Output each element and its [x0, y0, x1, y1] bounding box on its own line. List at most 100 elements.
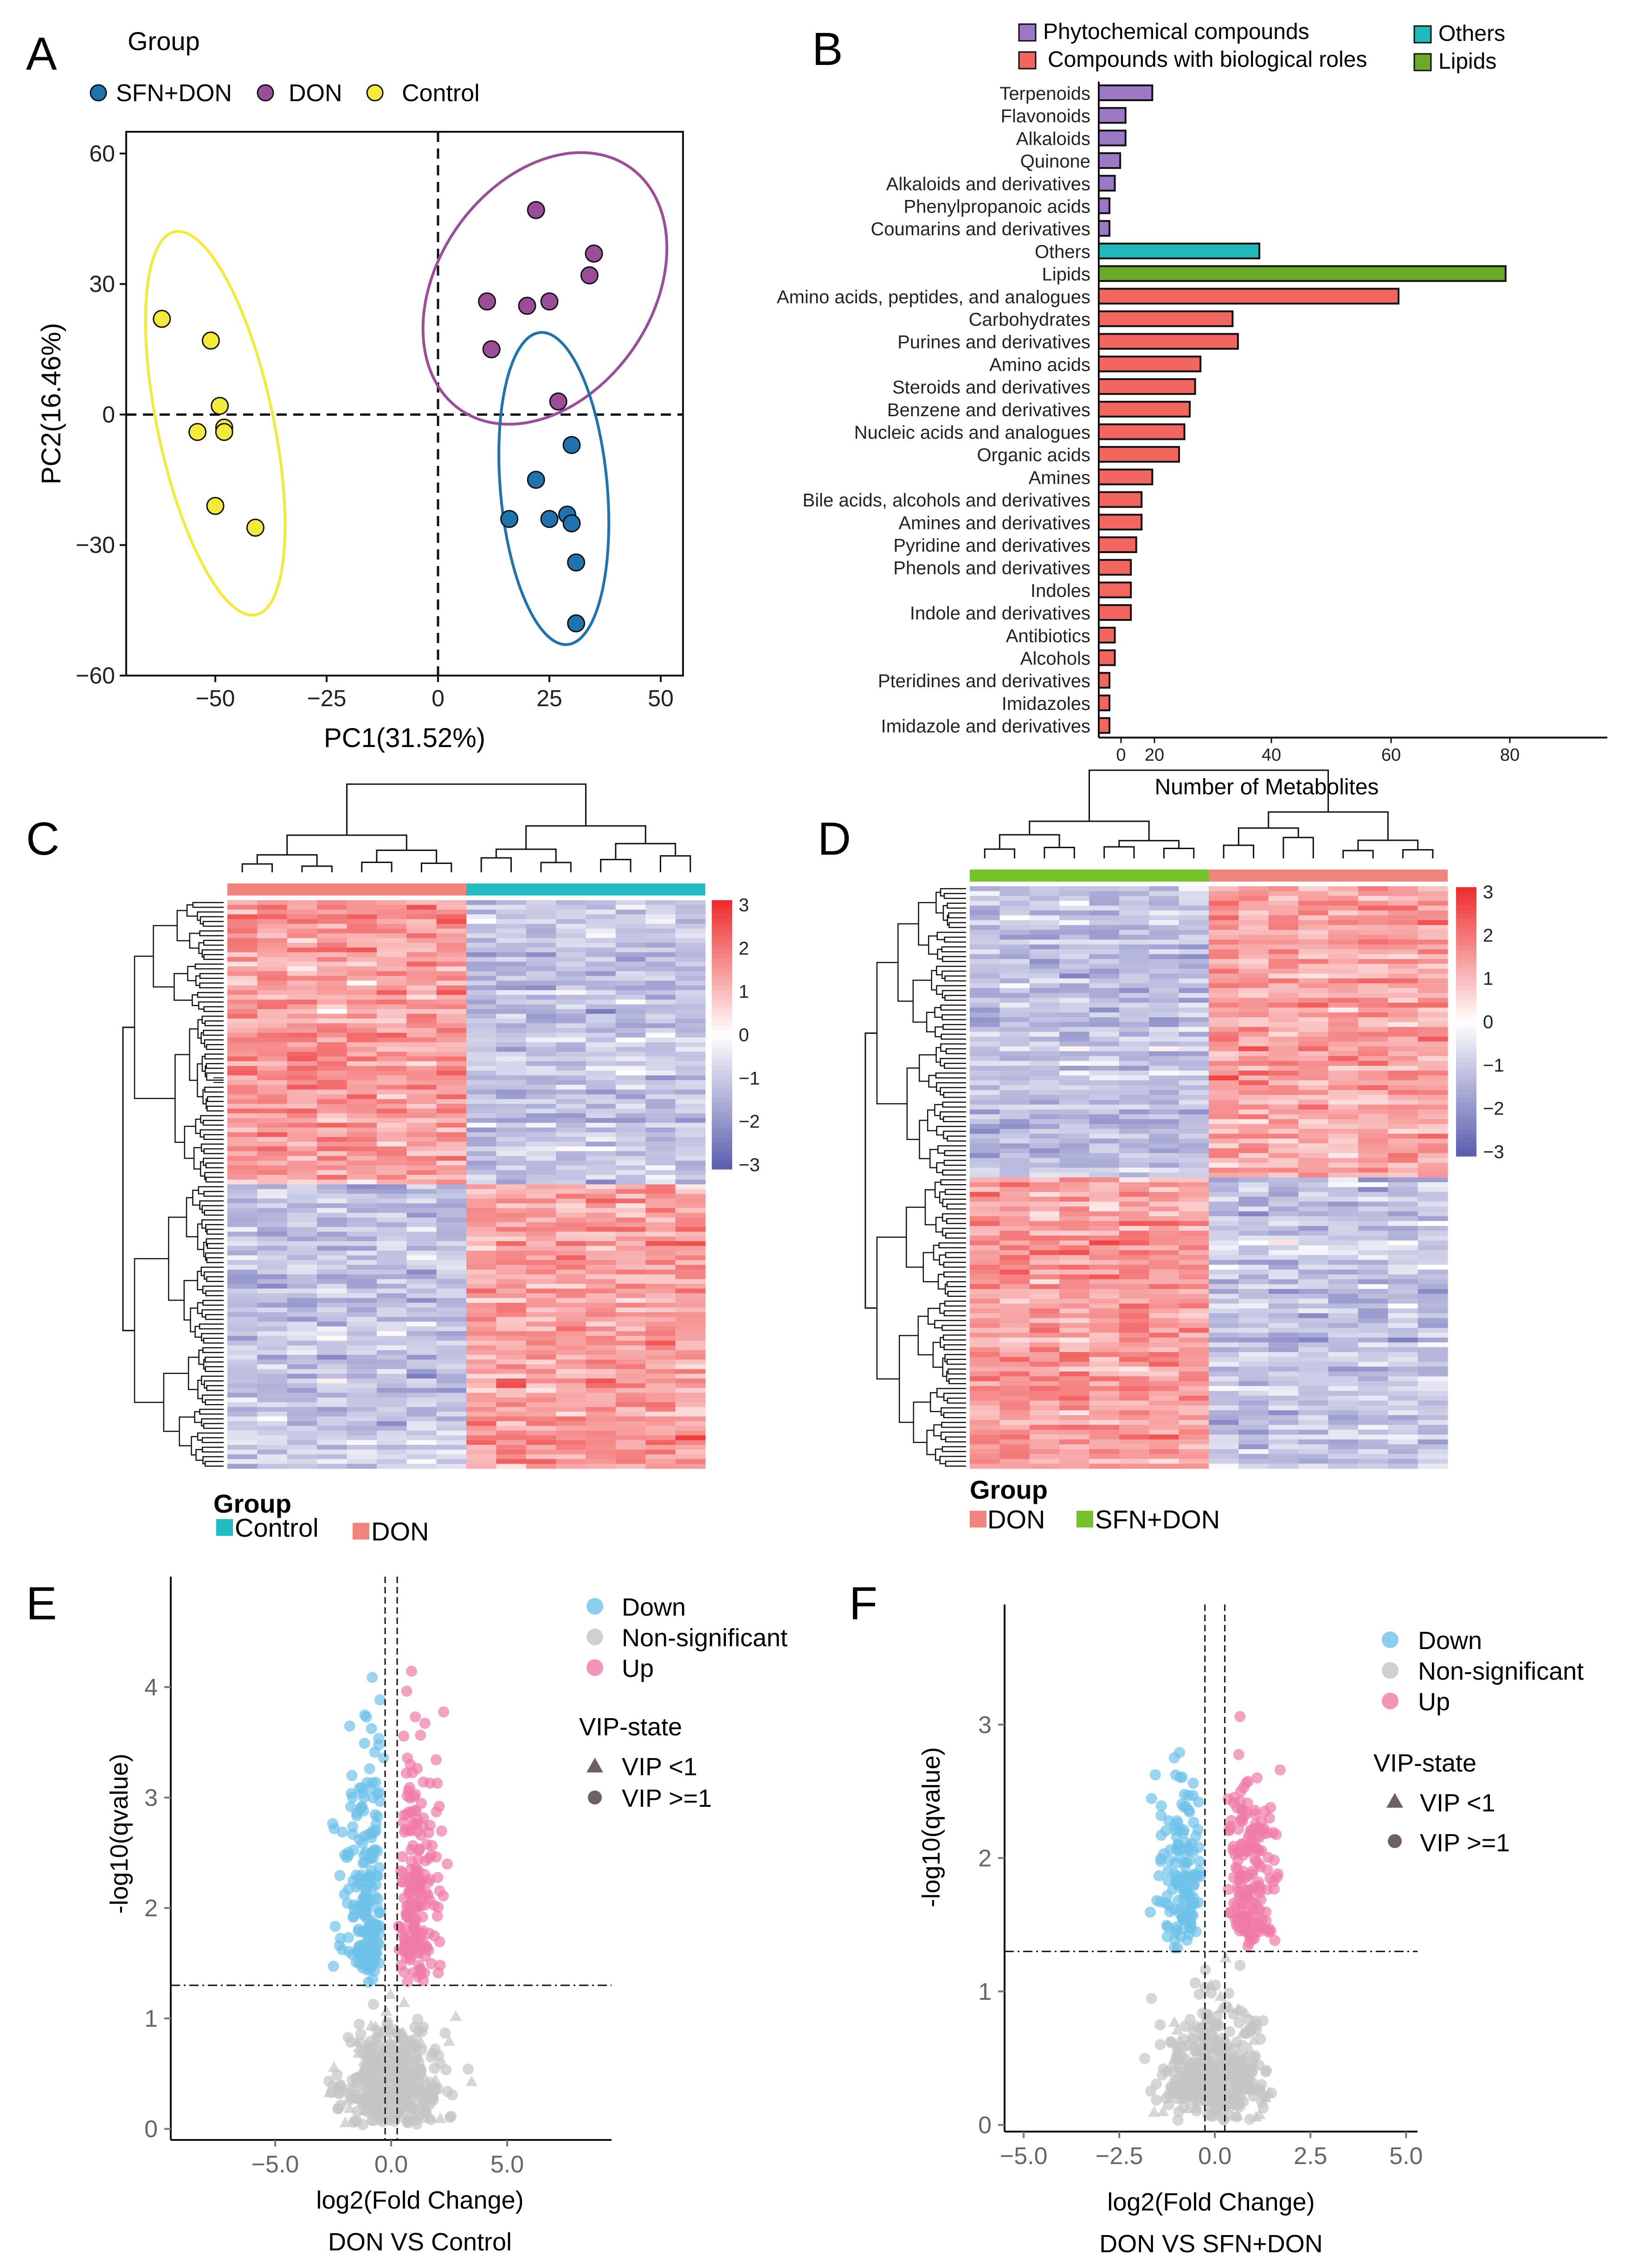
heatmap-cell [1149, 1124, 1179, 1129]
heatmap-cell [347, 990, 377, 995]
heatmap-cell [406, 1397, 437, 1403]
heatmap-cell [376, 1104, 407, 1109]
heatmap-cell [526, 990, 556, 995]
heatmap-cell [1388, 1463, 1418, 1469]
heatmap-cell [406, 1066, 437, 1071]
heatmap-cell [1059, 1138, 1090, 1144]
heatmap-cell [1418, 1381, 1448, 1386]
heatmap-cell [526, 1364, 556, 1370]
column-dendrogram-branch [420, 863, 452, 872]
heatmap-cell [645, 952, 676, 958]
color-scale-segment [1456, 1012, 1476, 1018]
heatmap-cell [1418, 1284, 1448, 1289]
heatmap-cell [466, 1018, 496, 1024]
row-dendrogram-branch [198, 942, 204, 954]
heatmap-cell [1358, 1347, 1388, 1353]
heatmap-cell [1388, 1221, 1418, 1226]
heatmap-cell [1119, 1274, 1149, 1280]
heatmap-cell [376, 1198, 407, 1204]
heatmap-cell [615, 1146, 646, 1152]
heatmap-cell [1268, 1337, 1299, 1343]
heatmap-cell [287, 1085, 317, 1090]
heatmap-cell [675, 1118, 706, 1123]
heatmap-cell [1388, 1046, 1418, 1052]
heatmap-cell [287, 1208, 317, 1213]
heatmap-cell [1119, 1138, 1149, 1144]
heatmap-cell [347, 1321, 377, 1327]
row-dendrogram-branch [948, 1378, 950, 1385]
heatmap-cell [645, 924, 676, 929]
heatmap-cell [615, 1094, 646, 1100]
row-dendrogram-branch [202, 1446, 205, 1453]
heatmap-cell [1418, 954, 1448, 960]
heatmap-cell [257, 900, 288, 905]
row-dendrogram-branch [197, 1432, 204, 1441]
heatmap-cell [257, 1355, 288, 1360]
heatmap-cell [1029, 1347, 1060, 1353]
color-scale-segment [1456, 1089, 1476, 1094]
heatmap-cell [1388, 1236, 1418, 1241]
heatmap-cell [406, 1459, 437, 1464]
heatmap-cell [970, 993, 1000, 999]
heatmap-cell [257, 1255, 288, 1261]
heatmap-cell [1209, 1357, 1239, 1362]
heatmap-cell [257, 1108, 288, 1114]
pca-point-don [478, 292, 496, 311]
heatmap-cell [227, 924, 258, 929]
heatmap-cell [227, 1141, 258, 1147]
heatmap-cell [1089, 1100, 1120, 1105]
heatmap-cell [317, 924, 348, 929]
heatmap-cell [466, 961, 496, 967]
heatmap-cell [1059, 934, 1090, 940]
column-dendrogram-branch [540, 862, 572, 872]
heatmap-cell [287, 928, 317, 934]
heatmap-cell [466, 1369, 496, 1374]
heatmap-cell [406, 1426, 437, 1431]
heatmap-cell [1059, 1167, 1090, 1173]
color-scale-segment [1456, 1062, 1476, 1067]
heatmap-cell [1089, 1308, 1120, 1314]
heatmap-cell [1268, 1352, 1299, 1358]
heatmap-cell [1119, 1410, 1149, 1416]
heatmap-cell [675, 1355, 706, 1360]
heatmap-cell [1029, 949, 1060, 955]
color-scale-segment [712, 1075, 732, 1080]
heatmap-cell [615, 914, 646, 920]
heatmap-cell [317, 1402, 348, 1407]
heatmap-cell [466, 1345, 496, 1351]
heatmap-cell [526, 1047, 556, 1052]
heatmap-cell [466, 1104, 496, 1109]
heatmap-cell [586, 1355, 616, 1360]
heatmap-cell [406, 1004, 437, 1010]
heatmap-cell [496, 1208, 527, 1213]
heatmap-cell [1238, 1080, 1269, 1086]
heatmap-cell [1119, 1221, 1149, 1226]
heatmap-cell [970, 1206, 1000, 1212]
heatmap-cell [257, 1459, 288, 1464]
heatmap-cell [347, 976, 377, 981]
heatmap-cell [436, 952, 467, 958]
row-dendrogram-branch [946, 1218, 949, 1224]
heatmap-cell [1119, 1197, 1149, 1202]
heatmap-cell [1268, 1066, 1299, 1071]
heatmap-cell [1209, 1128, 1239, 1134]
heatmap-cell [556, 1411, 586, 1417]
heatmap-cell [586, 1336, 616, 1341]
heatmap-cell [317, 1279, 348, 1284]
heatmap-cell [1149, 896, 1179, 901]
heatmap-cell [1089, 1269, 1120, 1275]
heatmap-cell [1388, 1444, 1418, 1450]
heatmap-cell [436, 1037, 467, 1043]
heatmap-cell [257, 1231, 288, 1237]
heatmap-cell [1238, 1454, 1269, 1459]
heatmap-cell [1418, 1070, 1448, 1076]
heatmap-cell [376, 1189, 407, 1194]
heatmap-cell [317, 1383, 348, 1389]
heatmap-cell [466, 1061, 496, 1066]
heatmap-cell [1418, 1163, 1448, 1168]
heatmap-cell [1298, 949, 1329, 955]
heatmap-cell [1298, 1318, 1329, 1323]
heatmap-cell [287, 1336, 317, 1341]
heatmap-cell [1268, 1308, 1299, 1314]
